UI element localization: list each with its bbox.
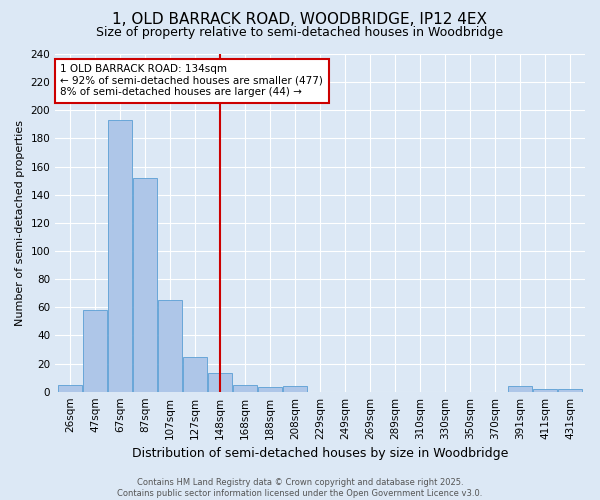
Bar: [58, 384, 82, 392]
Text: Contains HM Land Registry data © Crown copyright and database right 2025.
Contai: Contains HM Land Registry data © Crown c…: [118, 478, 482, 498]
Bar: [283, 386, 307, 392]
Bar: [258, 388, 282, 392]
Bar: [183, 356, 207, 392]
Bar: [158, 300, 182, 392]
Bar: [533, 389, 557, 392]
X-axis label: Distribution of semi-detached houses by size in Woodbridge: Distribution of semi-detached houses by …: [132, 447, 508, 460]
Text: Size of property relative to semi-detached houses in Woodbridge: Size of property relative to semi-detach…: [97, 26, 503, 39]
Bar: [558, 389, 582, 392]
Text: 1 OLD BARRACK ROAD: 134sqm
← 92% of semi-detached houses are smaller (477)
8% of: 1 OLD BARRACK ROAD: 134sqm ← 92% of semi…: [61, 64, 323, 98]
Bar: [233, 384, 257, 392]
Bar: [83, 310, 107, 392]
Bar: [133, 178, 157, 392]
Bar: [208, 374, 232, 392]
Text: 1, OLD BARRACK ROAD, WOODBRIDGE, IP12 4EX: 1, OLD BARRACK ROAD, WOODBRIDGE, IP12 4E…: [113, 12, 487, 28]
Bar: [508, 386, 532, 392]
Bar: [108, 120, 132, 392]
Y-axis label: Number of semi-detached properties: Number of semi-detached properties: [15, 120, 25, 326]
